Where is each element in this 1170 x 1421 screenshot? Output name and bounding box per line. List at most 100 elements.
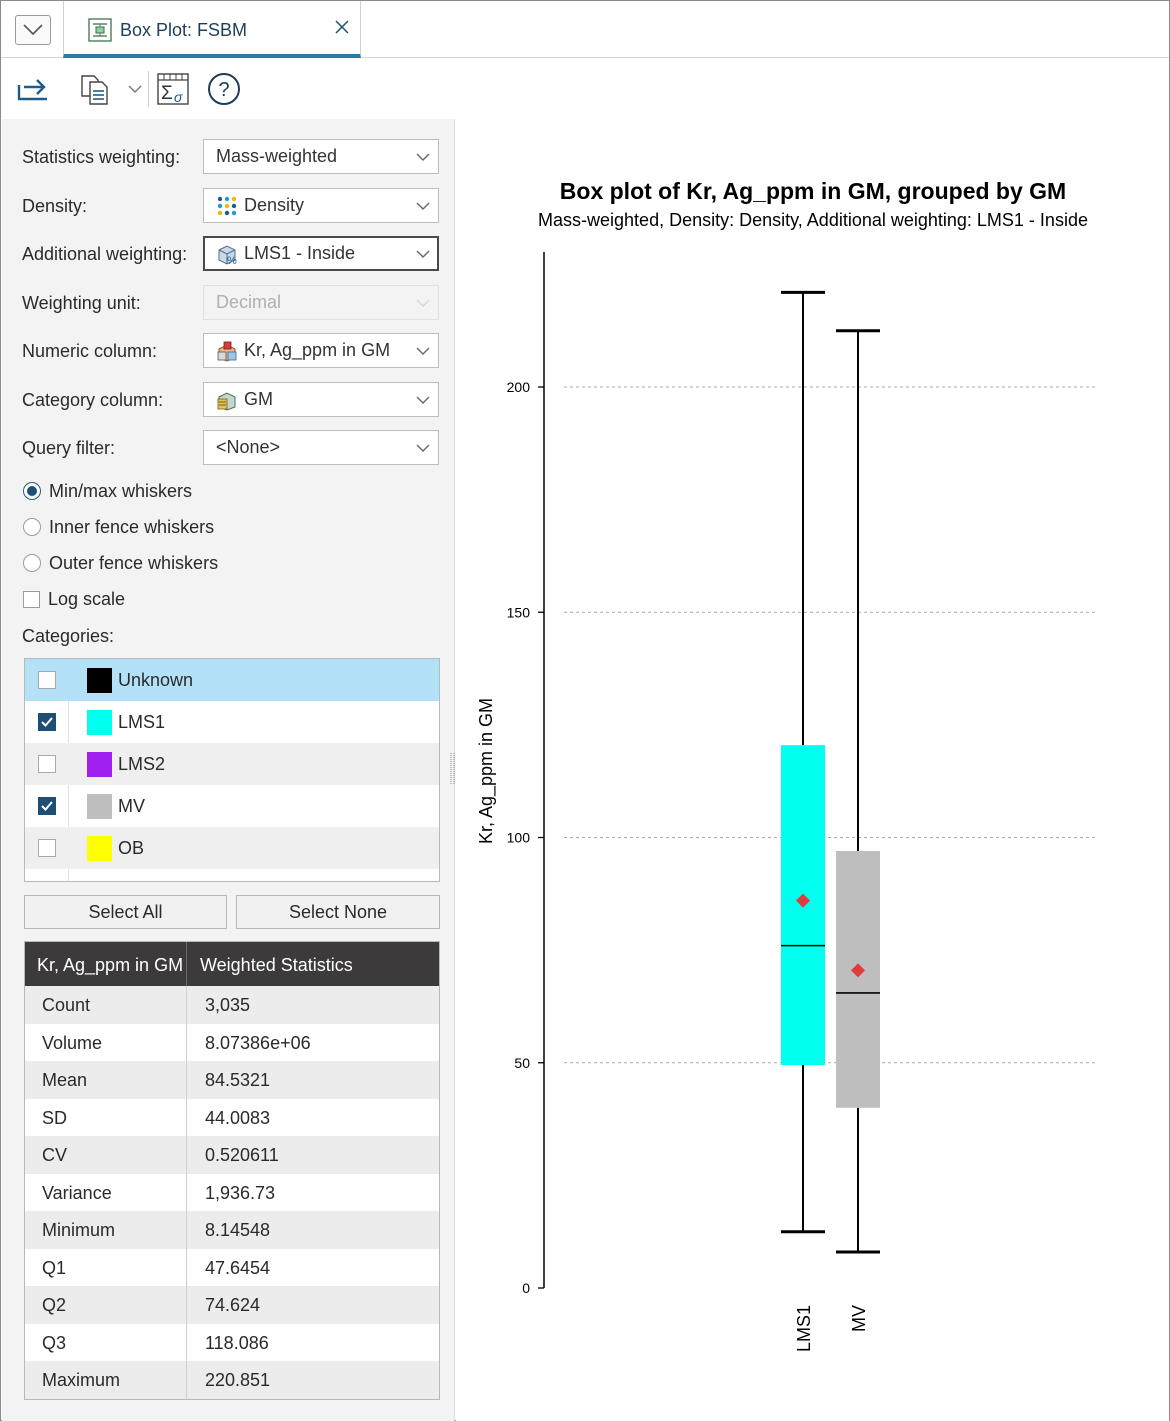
svg-text:Σ: Σ — [161, 83, 173, 104]
block-model-percent-icon: % — [218, 244, 237, 265]
checkmark-icon — [41, 801, 53, 811]
table-row: Q2 74.624 — [25, 1286, 439, 1324]
y-axis-label: Kr, Ag_ppm in GM — [476, 698, 497, 844]
stat-value: 44.0083 — [205, 1107, 271, 1128]
table-row: Minimum 8.14548 — [25, 1211, 439, 1249]
grid-lines — [564, 386, 1098, 1064]
weighting-unit-dropdown: Decimal — [203, 285, 439, 320]
select-all-button[interactable]: Select All — [24, 895, 227, 929]
y-axis: 0 50 100 150 200 — [507, 252, 545, 1296]
query-filter-dropdown[interactable]: <None> — [203, 430, 439, 465]
svg-text:σ: σ — [174, 89, 183, 105]
min-max-whiskers-radio[interactable]: Min/max whiskers — [23, 477, 192, 505]
color-swatch[interactable] — [87, 836, 112, 861]
additional-weighting-row: Additional weighting: % LMS1 - Inside — [22, 236, 442, 272]
inner-fence-whiskers-radio[interactable]: Inner fence whiskers — [23, 513, 214, 541]
category-checkbox[interactable] — [38, 713, 56, 731]
chart-subtitle: Mass-weighted, Density: Density, Additio… — [538, 210, 1088, 230]
x-axis-labels: LMS1 MV — [794, 1305, 869, 1352]
tab-title: Box Plot: FSBM — [120, 20, 248, 40]
stat-value: 84.5321 — [205, 1070, 271, 1090]
category-checkbox[interactable] — [38, 671, 56, 689]
additional-weighting-dropdown[interactable]: % LMS1 - Inside — [203, 236, 439, 271]
column-separator[interactable] — [186, 942, 187, 986]
log-scale-checkbox[interactable]: Log scale — [23, 585, 125, 613]
category-name: OB — [118, 838, 145, 858]
box-plot-chart: Box plot of Kr, Ag_ppm in GM, grouped by… — [476, 178, 1098, 1352]
numeric-column-value: Kr, Ag_ppm in GM — [244, 340, 391, 360]
categories-label: Categories: — [22, 626, 115, 646]
boxes — [781, 290, 880, 1254]
kriging-estimator-icon — [217, 341, 237, 362]
table-row: Q3 118.086 — [25, 1324, 439, 1362]
column-header[interactable]: Weighted Statistics — [200, 955, 353, 975]
stat-value: 74.624 — [205, 1295, 261, 1315]
table-header: Kr, Ag_ppm in GM Weighted Statistics — [25, 942, 439, 986]
radio-indicator — [23, 554, 41, 572]
chart-title: Box plot of Kr, Ag_ppm in GM, grouped by… — [560, 178, 1066, 204]
y-tick-label: 0 — [522, 1280, 530, 1296]
export-arrow-icon — [17, 79, 47, 101]
statistics-weighting-value: Mass-weighted — [216, 146, 338, 166]
category-checkbox[interactable] — [38, 755, 56, 773]
table-row: Maximum 220.851 — [25, 1361, 439, 1399]
color-swatch[interactable] — [87, 710, 112, 735]
chevron-down-icon — [416, 444, 430, 452]
weighting-unit-row: Weighting unit: Decimal — [22, 285, 442, 321]
category-checkbox[interactable] — [38, 797, 56, 815]
column-header[interactable]: Kr, Ag_ppm in GM — [37, 955, 184, 975]
tab-bar: Box Plot: FSBM — [1, 1, 1169, 58]
list-item-lms1[interactable]: LMS1 — [25, 701, 439, 743]
export-button[interactable] — [15, 71, 51, 107]
list-item-unknown[interactable]: Unknown — [25, 659, 439, 701]
query-filter-label: Query filter: — [22, 438, 116, 458]
category-name: LMS2 — [118, 754, 166, 774]
tab-list-dropdown-button[interactable] — [15, 15, 51, 45]
chart-panel: Box plot of Kr, Ag_ppm in GM, grouped by… — [456, 119, 1169, 1421]
list-item-mv[interactable]: MV — [25, 785, 439, 827]
color-swatch[interactable] — [87, 668, 112, 693]
select-none-button[interactable]: Select None — [236, 895, 440, 929]
statistics-weighting-dropdown[interactable]: Mass-weighted — [203, 139, 439, 174]
statistics-weighting-label: Statistics weighting: — [22, 147, 181, 167]
density-label: Density: — [22, 196, 88, 216]
density-dropdown[interactable]: Density — [203, 188, 439, 223]
category-column-dropdown[interactable]: GM — [203, 382, 439, 417]
category-name: MV — [118, 796, 145, 816]
help-icon: ? — [208, 73, 240, 105]
panel-splitter-handle[interactable] — [450, 753, 456, 785]
x-category-label: LMS1 — [794, 1305, 814, 1352]
stat-name: Volume — [42, 1032, 103, 1053]
list-item-lms2[interactable]: LMS2 — [25, 743, 439, 785]
color-swatch[interactable] — [87, 752, 112, 777]
table-row: Q1 47.6454 — [25, 1249, 439, 1287]
outer-fence-whiskers-radio[interactable]: Outer fence whiskers — [23, 549, 218, 577]
tab-box-plot[interactable]: Box Plot: FSBM — [63, 1, 361, 58]
stat-name: Mean — [42, 1070, 88, 1090]
svg-text:%: % — [227, 255, 237, 265]
weighting-unit-label: Weighting unit: — [22, 293, 141, 313]
category-block-icon — [217, 391, 236, 411]
stat-value: 1,936.73 — [205, 1182, 276, 1203]
chevron-down-icon — [416, 347, 430, 355]
list-item-ob[interactable]: OB — [25, 827, 439, 869]
stat-value: 8.14548 — [205, 1220, 271, 1240]
query-filter-value: <None> — [216, 437, 281, 457]
category-checkbox[interactable] — [38, 839, 56, 857]
close-icon[interactable] — [334, 19, 350, 35]
stat-name: Minimum — [42, 1220, 116, 1240]
stat-value: 3,035 — [205, 995, 251, 1015]
help-button[interactable]: ? — [206, 71, 242, 107]
log-scale-label: Log scale — [48, 588, 126, 609]
category-name: Unknown — [118, 670, 194, 690]
chevron-down-icon — [23, 24, 43, 36]
copy-button[interactable] — [77, 71, 115, 107]
color-swatch[interactable] — [87, 794, 112, 819]
stat-value: 220.851 — [205, 1370, 271, 1390]
statistics-button[interactable]: Σ σ — [155, 71, 191, 107]
y-tick-label: 200 — [507, 379, 531, 395]
min-max-whiskers-label: Min/max whiskers — [49, 480, 193, 501]
copy-options-dropdown[interactable] — [125, 71, 145, 107]
outer-fence-whiskers-label: Outer fence whiskers — [49, 552, 219, 573]
numeric-column-dropdown[interactable]: Kr, Ag_ppm in GM — [203, 333, 439, 368]
